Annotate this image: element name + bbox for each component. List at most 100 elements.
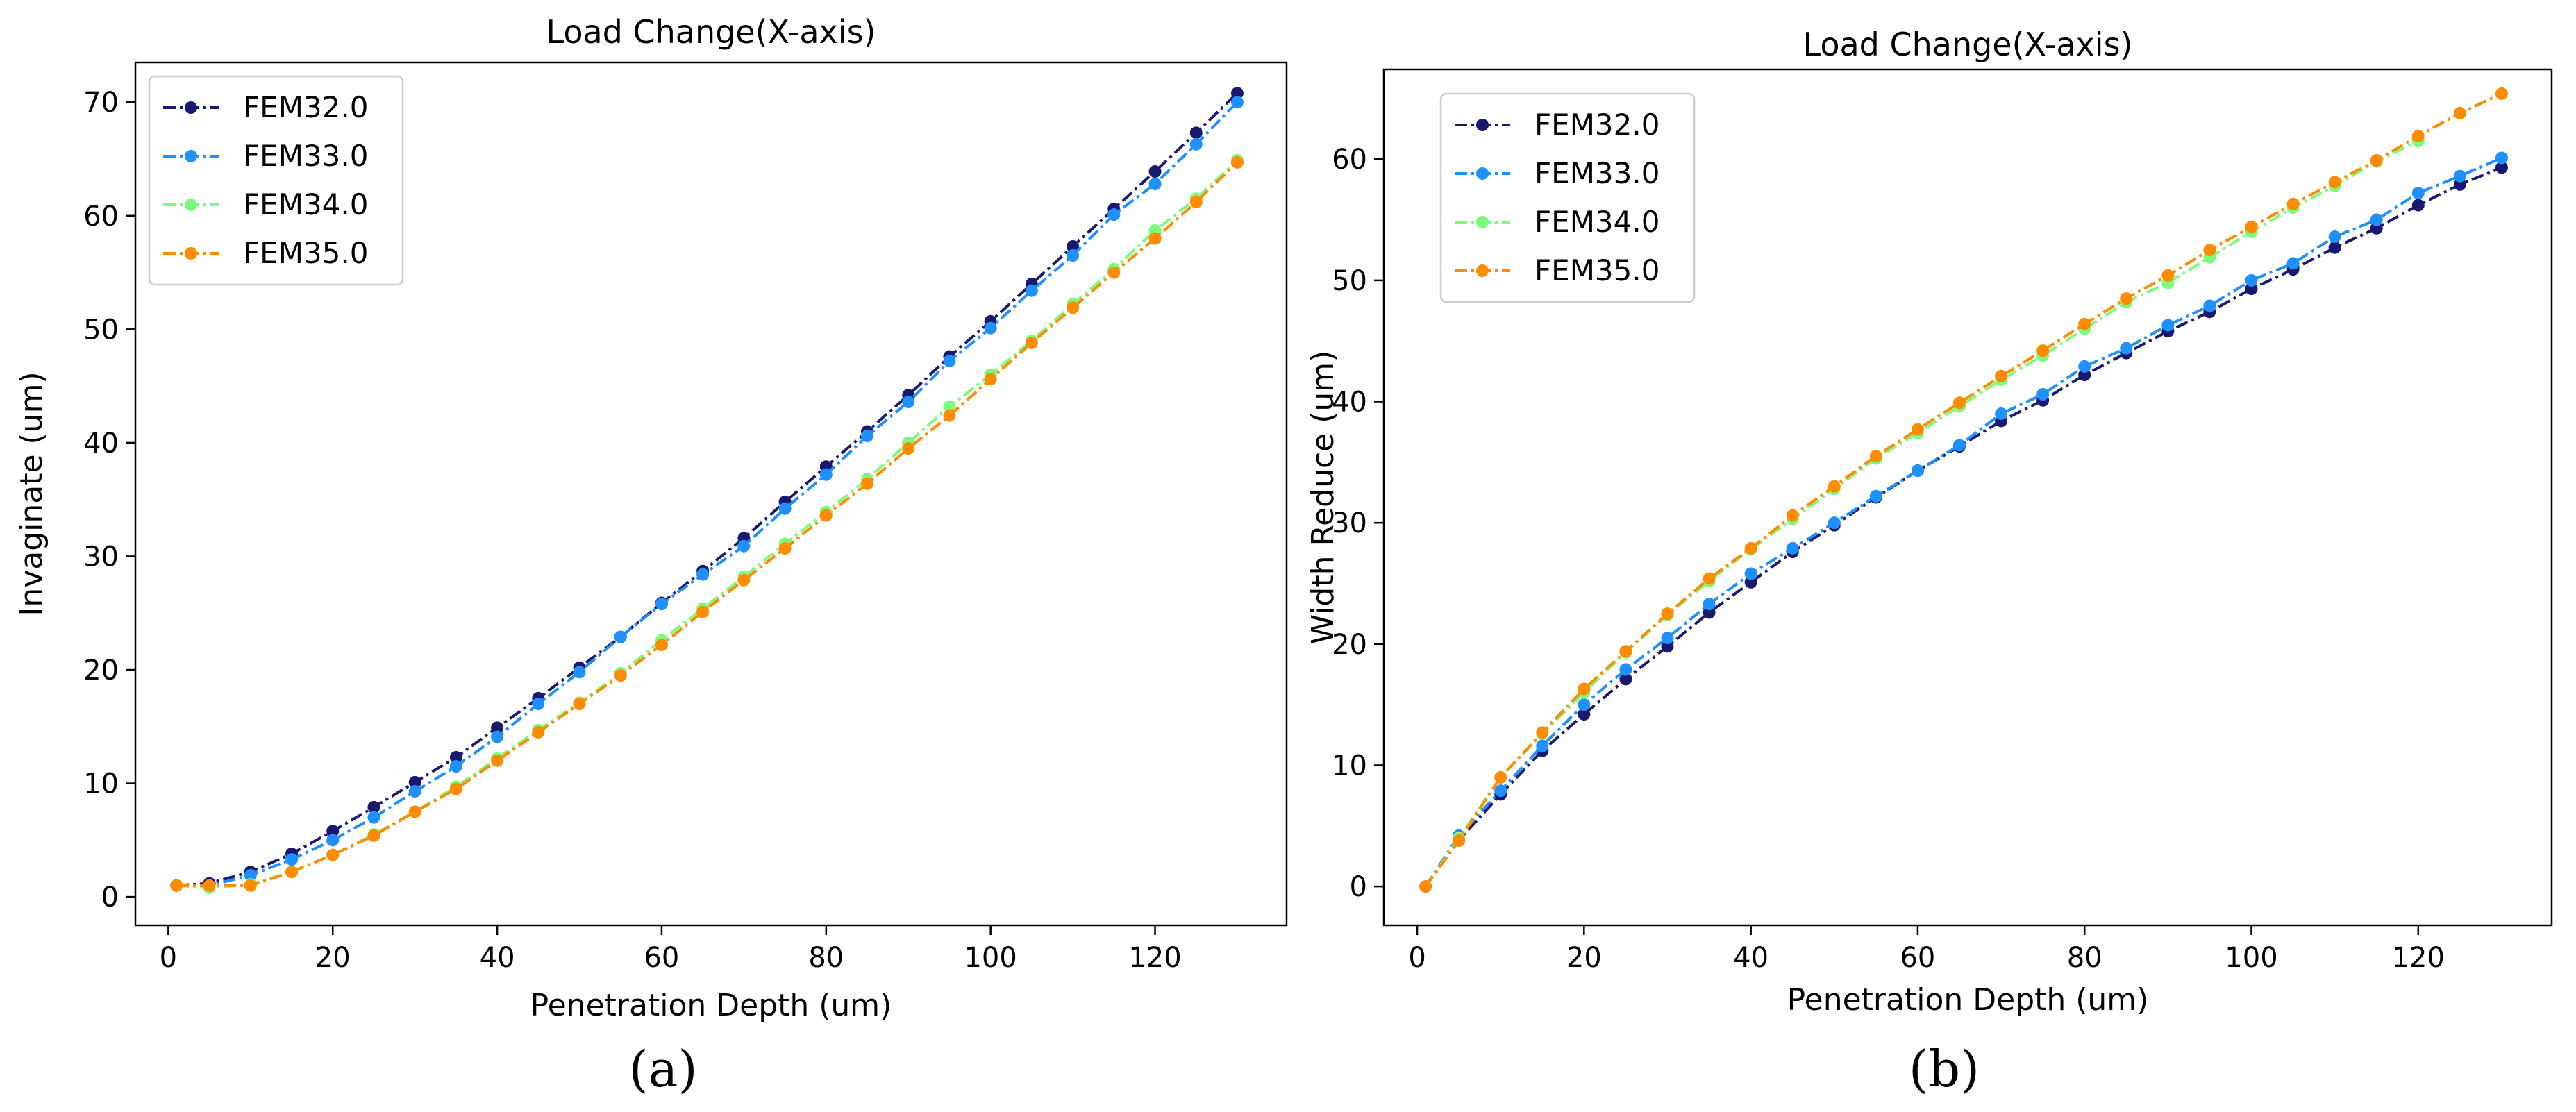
legend (1439, 92, 1696, 303)
data-point (408, 775, 421, 789)
data-point (1911, 423, 1924, 436)
data-point (1995, 369, 2008, 382)
data-point (1148, 232, 1162, 245)
data-point (1619, 663, 1632, 676)
x-tick-label: 0 (160, 942, 177, 974)
data-point (532, 725, 545, 739)
y-tick-label: 10 (83, 768, 119, 800)
data-point (2120, 292, 2133, 305)
data-point (491, 730, 504, 743)
data-point (2411, 130, 2425, 143)
data-point (2453, 106, 2466, 119)
x-tick-label: 60 (1900, 942, 1935, 974)
series-line-FEM35.0 (176, 161, 1239, 887)
x-tick-label: 40 (1733, 942, 1768, 974)
data-point (203, 879, 216, 892)
data-point (1661, 632, 1674, 645)
data-point (2161, 319, 2175, 332)
data-point (1148, 165, 1162, 178)
data-point (1869, 450, 1882, 463)
data-point (244, 869, 257, 882)
legend-label: FEM35.0 (1534, 253, 1659, 287)
data-point (1911, 464, 1924, 478)
legend-label: FEM34.0 (1534, 205, 1659, 239)
data-point (1952, 396, 1966, 410)
data-point (326, 834, 340, 847)
caption-a: (a) (628, 1040, 697, 1098)
data-point (1025, 336, 1038, 349)
y-axis-label: Invaginate (um) (14, 371, 49, 616)
data-point (1536, 739, 1549, 752)
data-point (2328, 230, 2341, 244)
y-tick-label: 40 (1332, 387, 1367, 419)
x-tick-label: 80 (808, 942, 844, 974)
data-point (408, 805, 421, 818)
data-point (1869, 489, 1882, 503)
data-point (2411, 199, 2425, 212)
data-point (170, 879, 183, 892)
y-tick-label: 10 (1332, 750, 1367, 782)
x-tick-label: 0 (1408, 942, 1425, 974)
legend-label: FEM32.0 (243, 90, 368, 124)
legend-marker (1476, 216, 1489, 228)
data-point (491, 721, 504, 734)
legend-marker (185, 150, 197, 162)
data-point (2036, 388, 2050, 401)
data-point (696, 568, 710, 581)
legend-label: FEM35.0 (243, 236, 368, 270)
data-point (655, 598, 668, 611)
data-point (2286, 257, 2300, 270)
x-tick-label: 100 (2225, 942, 2277, 974)
data-point (326, 825, 340, 838)
data-point (1230, 87, 1244, 100)
data-point (1067, 249, 1080, 262)
y-tick-label: 0 (1350, 871, 1367, 903)
data-point (2245, 221, 2258, 234)
data-point (1744, 567, 1757, 580)
data-point (737, 539, 751, 553)
data-point (943, 409, 956, 422)
data-point (614, 630, 627, 643)
data-point (902, 442, 915, 455)
y-tick-label: 40 (83, 428, 119, 460)
data-point (2370, 213, 2383, 226)
data-point (326, 848, 340, 861)
data-point (1995, 407, 2008, 420)
data-point (614, 669, 627, 682)
x-tick-label: 120 (2392, 942, 2445, 974)
data-point (532, 698, 545, 711)
legend-marker (185, 101, 197, 114)
data-point (696, 605, 710, 618)
data-point (1578, 698, 1591, 711)
x-axis-label: Penetration Depth (um) (530, 988, 892, 1023)
data-point (943, 355, 956, 368)
data-point (2286, 197, 2300, 210)
data-point (1107, 266, 1121, 279)
data-point (1578, 682, 1591, 696)
series-line-FEM33.0 (1424, 156, 2502, 888)
data-point (1578, 708, 1591, 721)
x-tick-label: 20 (315, 942, 351, 974)
data-point (1230, 155, 1244, 169)
data-point (573, 666, 586, 679)
data-point (408, 785, 421, 798)
data-point (2078, 360, 2091, 373)
data-point (819, 468, 833, 481)
caption-b: (b) (1909, 1040, 1980, 1098)
data-point (449, 750, 462, 764)
data-point (2328, 241, 2341, 254)
data-point (1619, 645, 1632, 658)
y-tick-label: 20 (83, 655, 119, 686)
data-point (984, 373, 997, 386)
data-point (367, 811, 380, 824)
y-tick-label: 70 (83, 87, 119, 119)
legend-label: FEM34.0 (243, 187, 368, 221)
data-point (367, 800, 380, 814)
data-point (491, 754, 504, 767)
data-point (2495, 151, 2508, 165)
data-point (1786, 509, 1799, 522)
data-point (655, 639, 668, 652)
plot-frame (134, 61, 1288, 927)
data-point (2078, 317, 2091, 330)
